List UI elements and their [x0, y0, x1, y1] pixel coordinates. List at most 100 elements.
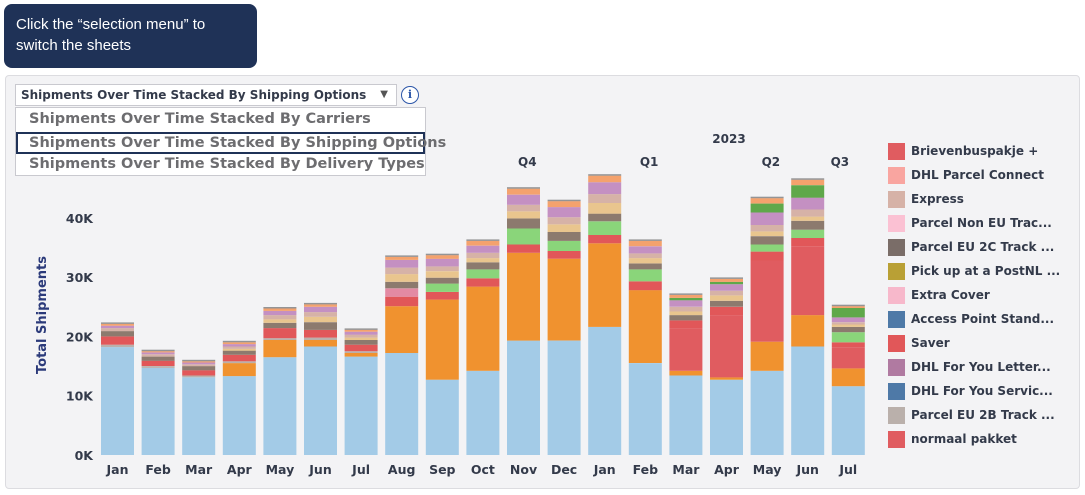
bar-segment[interactable] — [588, 326, 622, 455]
bar-segment[interactable] — [507, 340, 540, 455]
bar-segment[interactable] — [425, 283, 459, 292]
bar-segment[interactable] — [182, 364, 216, 367]
bar-segment[interactable] — [263, 310, 297, 316]
bar-segment[interactable] — [466, 269, 500, 279]
bar-segment[interactable] — [750, 260, 784, 342]
bar-segment[interactable] — [628, 258, 662, 264]
bar-segment[interactable] — [182, 370, 216, 376]
bar-segment[interactable] — [101, 328, 134, 332]
bar-segment[interactable] — [385, 281, 419, 289]
bar-segment[interactable] — [344, 344, 378, 352]
bar-segment[interactable] — [507, 218, 540, 229]
menu-option-shipping-options[interactable]: Shipments Over Time Stacked By Shipping … — [16, 132, 446, 154]
bar-segment[interactable] — [466, 245, 500, 253]
bar-segment[interactable] — [831, 317, 865, 323]
bar-segment[interactable] — [304, 312, 337, 317]
bar-segment[interactable] — [791, 346, 825, 456]
bar-segment[interactable] — [466, 286, 500, 371]
bar-segment[interactable] — [263, 315, 297, 320]
bar-segment[interactable] — [507, 211, 540, 219]
bar-segment[interactable] — [831, 347, 865, 369]
bar-segment[interactable] — [750, 212, 784, 226]
bar-segment[interactable] — [141, 356, 175, 361]
bar-segment[interactable] — [466, 240, 500, 246]
bar-segment[interactable] — [344, 334, 378, 338]
bar-segment[interactable] — [791, 238, 825, 247]
bar-segment[interactable] — [750, 370, 784, 455]
bar-segment[interactable] — [710, 284, 743, 291]
bar-segment[interactable] — [669, 315, 703, 321]
legend-item[interactable]: Parcel EU 2C Track ... — [888, 239, 1068, 257]
bar-segment[interactable] — [385, 274, 419, 282]
bar-segment[interactable] — [750, 203, 784, 213]
bar-segment[interactable] — [222, 346, 256, 349]
bar-segment[interactable] — [304, 322, 337, 330]
bar-segment[interactable] — [791, 315, 825, 347]
bar-segment[interactable] — [710, 278, 743, 282]
bar-segment[interactable] — [385, 267, 419, 275]
bar-segment[interactable] — [628, 290, 662, 363]
bar-segment[interactable] — [182, 375, 216, 378]
bar-segment[interactable] — [507, 244, 540, 253]
bar-segment[interactable] — [141, 360, 175, 366]
bar-segment[interactable] — [141, 354, 175, 357]
bar-segment[interactable] — [304, 329, 337, 338]
bar-segment[interactable] — [628, 240, 662, 247]
bar-segment[interactable] — [669, 311, 703, 316]
bar-segment[interactable] — [547, 258, 581, 341]
bar-segment[interactable] — [425, 299, 459, 380]
bar-segment[interactable] — [669, 306, 703, 312]
bar-segment[interactable] — [141, 366, 175, 368]
bar-segment[interactable] — [385, 296, 419, 307]
bar-segment[interactable] — [669, 328, 703, 371]
bar-segment[interactable] — [466, 370, 500, 455]
menu-option-delivery-types[interactable]: Shipments Over Time Stacked By Delivery … — [29, 156, 425, 172]
bar-segment[interactable] — [507, 228, 540, 245]
bar-segment[interactable] — [466, 252, 500, 259]
bar-segment[interactable] — [710, 281, 743, 285]
bar-segment[interactable] — [425, 379, 459, 455]
bar-segment[interactable] — [344, 340, 378, 345]
bar-segment[interactable] — [304, 316, 337, 323]
bar-segment[interactable] — [831, 342, 865, 347]
bar-segment[interactable] — [344, 351, 378, 353]
bar-segment[interactable] — [588, 194, 622, 203]
bar-segment[interactable] — [101, 344, 134, 348]
bar-segment[interactable] — [831, 306, 865, 308]
bar-segment[interactable] — [669, 297, 703, 301]
bar-segment[interactable] — [750, 224, 784, 232]
bar-segment[interactable] — [222, 376, 256, 455]
bar-segment[interactable] — [304, 337, 337, 340]
legend-item[interactable]: Express — [888, 191, 1068, 209]
bar-segment[interactable] — [101, 323, 134, 326]
bar-segment[interactable] — [588, 182, 622, 195]
bar-segment[interactable] — [831, 386, 865, 455]
bar-segment[interactable] — [669, 370, 703, 376]
bar-segment[interactable] — [385, 353, 419, 455]
bar-segment[interactable] — [507, 204, 540, 212]
legend-item[interactable]: Access Point Stand... — [888, 311, 1068, 329]
bar-segment[interactable] — [344, 353, 378, 357]
bar-segment[interactable] — [791, 246, 825, 316]
bar-segment[interactable] — [750, 244, 784, 252]
bar-segment[interactable] — [222, 361, 256, 364]
bar-segment[interactable] — [263, 338, 297, 340]
bar-segment[interactable] — [466, 258, 500, 263]
bar-segment[interactable] — [263, 328, 297, 339]
bar-segment[interactable] — [628, 363, 662, 455]
bar-segment[interactable] — [182, 377, 216, 455]
bar-segment[interactable] — [507, 188, 540, 195]
bar-segment[interactable] — [628, 281, 662, 291]
bar-segment[interactable] — [669, 375, 703, 456]
bar-segment[interactable] — [182, 361, 216, 363]
bar-segment[interactable] — [344, 331, 378, 335]
bar-segment[interactable] — [669, 294, 703, 298]
bar-segment[interactable] — [141, 351, 175, 353]
bar-segment[interactable] — [831, 332, 865, 343]
bar-segment[interactable] — [182, 366, 216, 371]
bar-segment[interactable] — [669, 300, 703, 307]
bar-segment[interactable] — [831, 324, 865, 327]
legend-item[interactable]: Pick up at a PostNL ... — [888, 263, 1068, 281]
bar-segment[interactable] — [304, 340, 337, 347]
bar-segment[interactable] — [547, 217, 581, 225]
